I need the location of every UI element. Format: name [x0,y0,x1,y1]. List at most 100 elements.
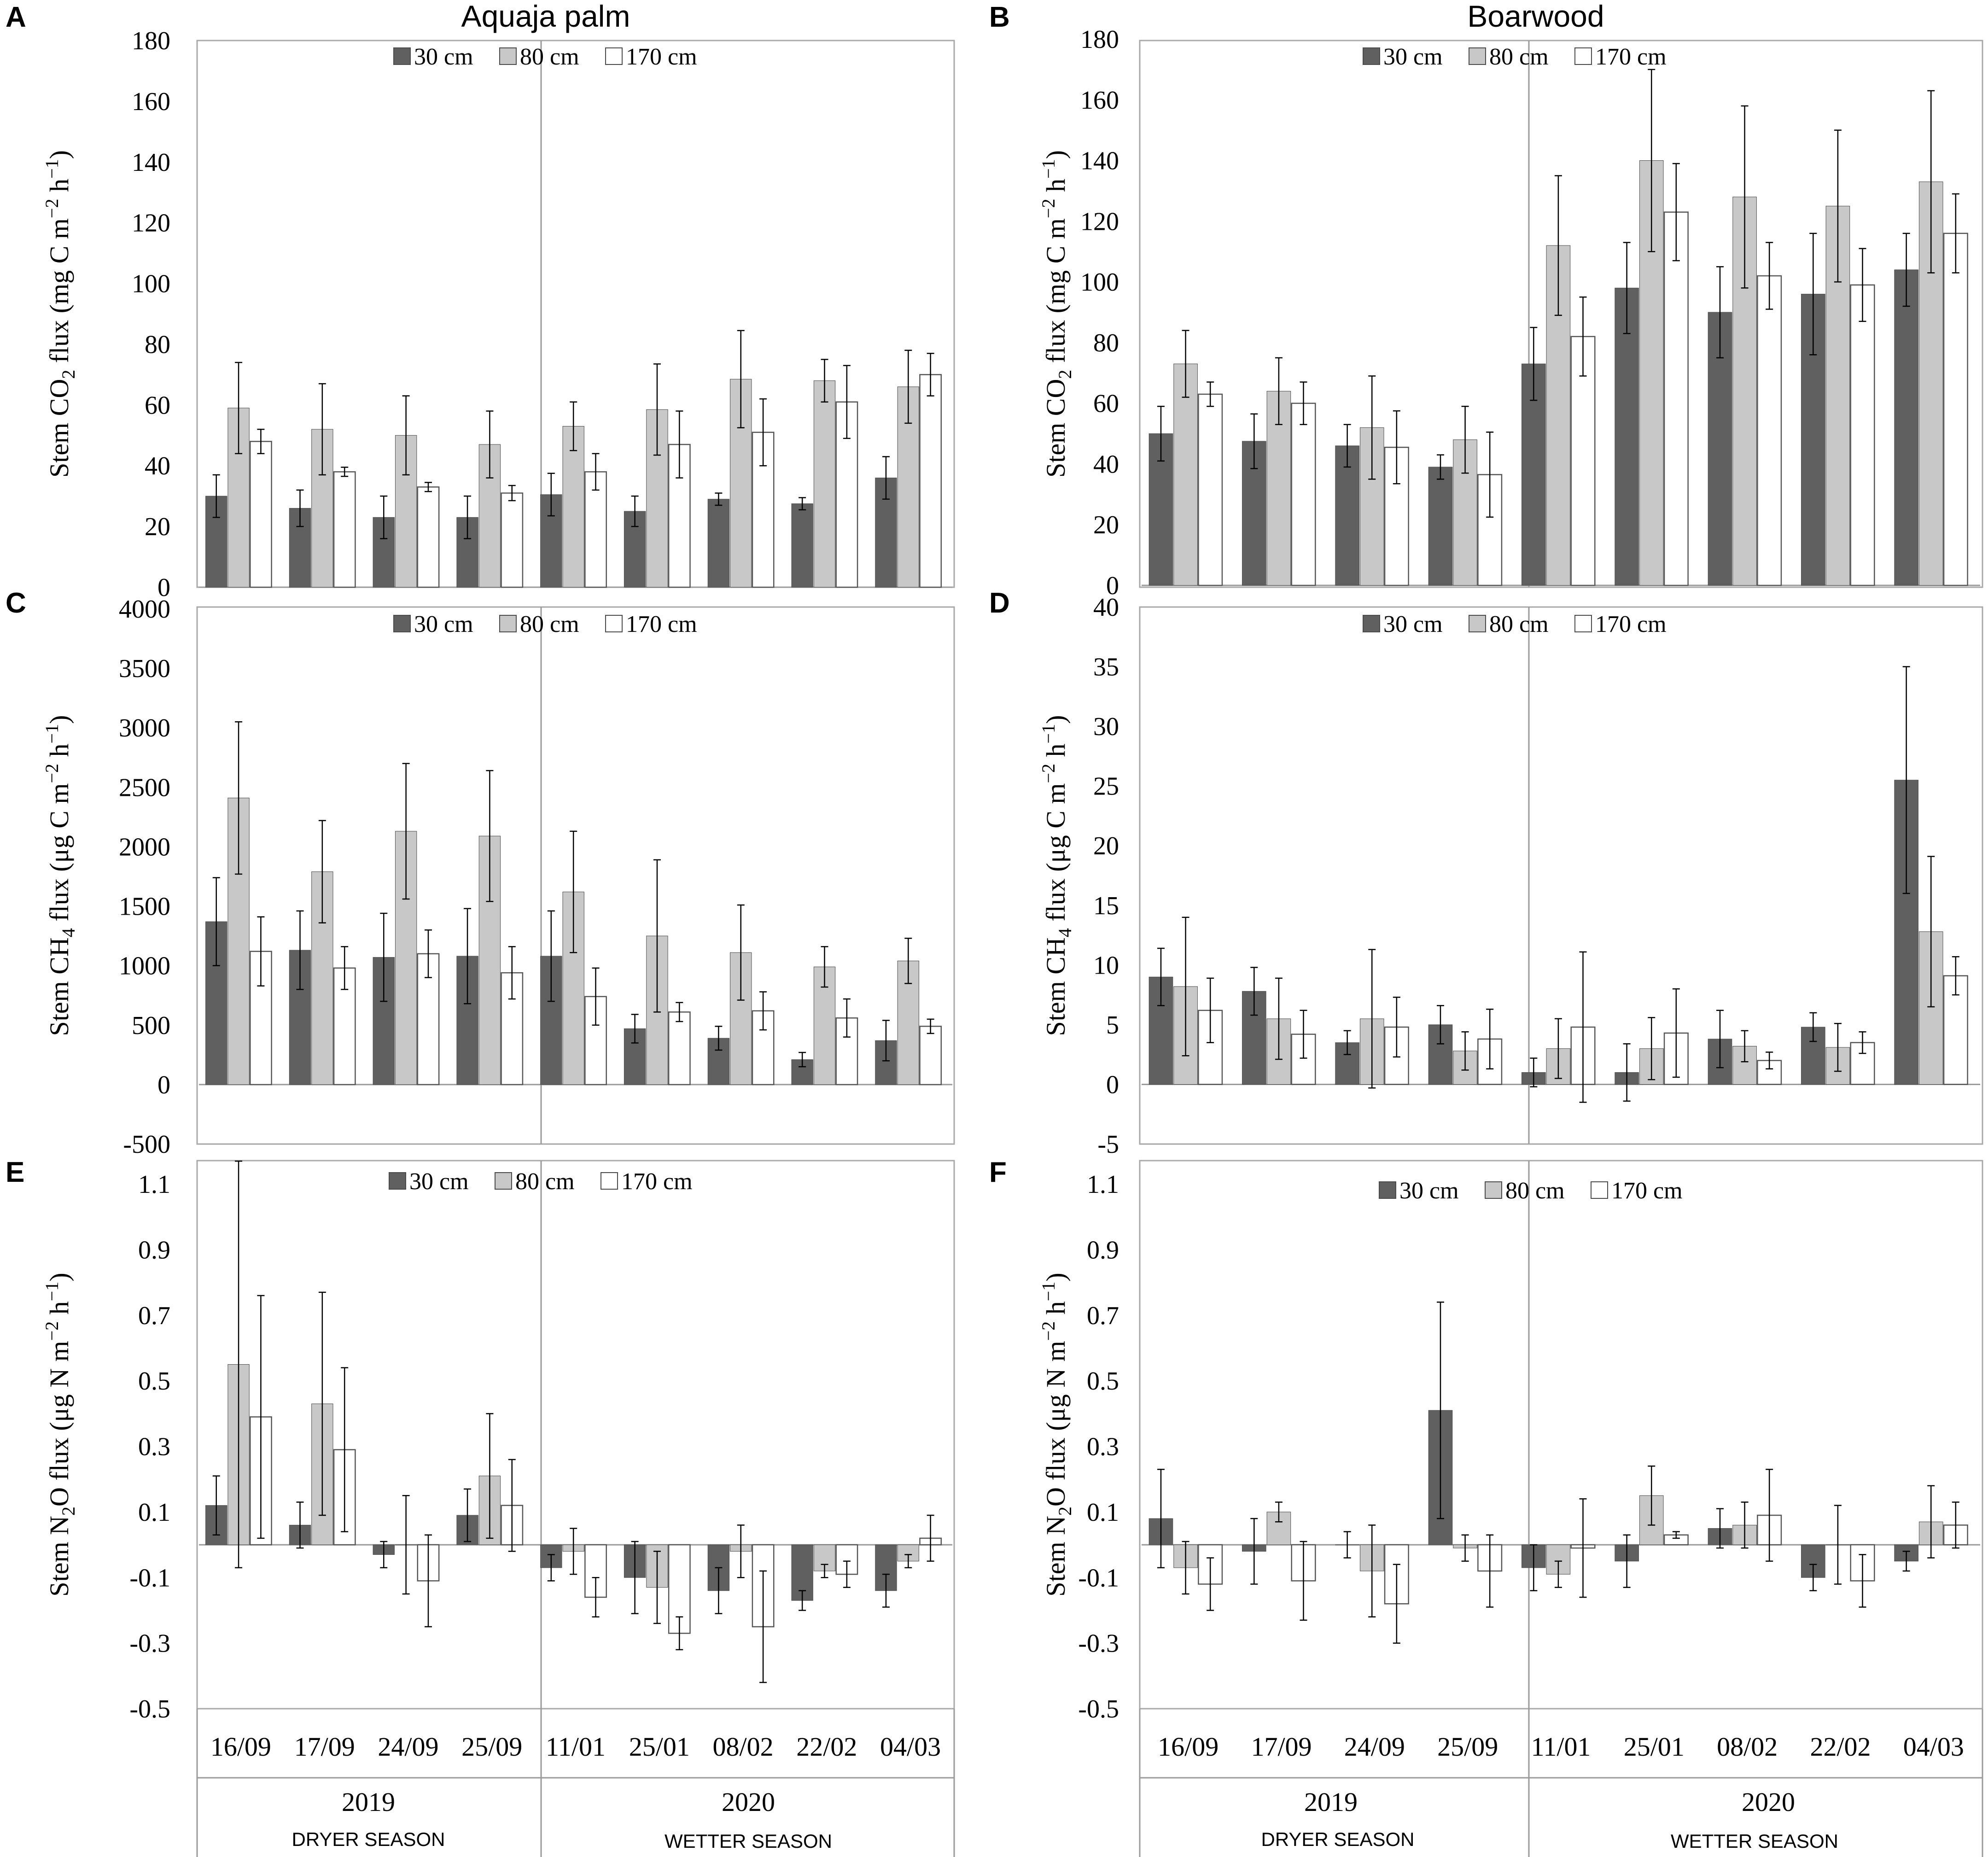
y-axis-label-part: −1 [41,159,62,179]
panel-C: C -500 0 500 1000 1500 2000 2500 3000 3500 4000 Ste… [6,587,955,1159]
y-axis-label-part: ) [1041,150,1071,159]
panel-frame-B [1139,40,1983,588]
legend-label-D: 170 cm [1595,611,1667,637]
x-tick-label: 22/02 [1810,1732,1871,1762]
x-tick-label: 17/09 [294,1732,355,1762]
panel-letter-B: B [989,1,1010,33]
y-tick-label-C: 3000 [119,714,170,742]
y-tick-label-D: 25 [1093,772,1119,801]
y-tick-label-C: 1500 [119,893,170,921]
y-axis-label-part: 2 [58,1507,79,1516]
y-tick-label-D: 40 [1093,593,1119,622]
x-tick-label: 16/09 [1158,1732,1218,1762]
y-tick-label-F: 1.1 [1087,1170,1119,1199]
y-tick-label-C: 2000 [119,833,170,861]
legend-swatch-F [1591,1181,1608,1199]
y-tick-label-C: 500 [132,1011,170,1040]
year-label-2019-right: 2019 [1304,1787,1358,1817]
column-title-boarwood: Boarwood [1467,0,1604,33]
legend-swatch-D [1469,615,1486,632]
legend-swatch-F [1379,1181,1396,1199]
y-axis-label-part: flux (mg C m [44,218,74,370]
y-tick-label-A: 160 [132,88,170,116]
y-axis-label-part: h [44,179,74,199]
y-axis-label-part: Stem CO [1041,379,1071,478]
y-axis-label-part: Stem CO [44,379,74,478]
y-tick-label-B: 100 [1080,268,1119,297]
y-tick-label-B: 120 [1080,207,1119,236]
y-axis-label-part: ) [44,150,74,159]
y-axis-label-part: Stem N [44,1516,74,1597]
y-tick-label-B: 180 [1080,25,1119,54]
y-tick-label-E: 1.1 [138,1170,170,1199]
bar-B-30cm-8 [1894,269,1918,586]
panel-F: F -0.5 -0.3 -0.1 0.1 0.3 0.5 0.7 0.9 1.1 Stem N2O … [989,1156,1983,1723]
legend-label-B: 170 cm [1595,44,1667,70]
bar-B-170cm-2 [1384,446,1409,586]
bar-A-30cm-7 [791,503,813,588]
y-axis-label-part: 2 [58,370,79,379]
legend-label-D: 80 cm [1489,611,1549,637]
y-tick-label-A: 20 [145,513,170,541]
y-tick-label-F: -0.1 [1078,1564,1119,1592]
legend-label-E: 80 cm [515,1168,575,1195]
legend-label-A: 80 cm [520,44,579,70]
legend-label-C: 80 cm [520,611,579,637]
y-tick-label-D: 15 [1093,892,1119,920]
y-tick-label-B: 0 [1106,572,1119,600]
season-label-wetter-left: WETTER SEASON [665,1830,832,1852]
y-axis-label-part: Stem N [1041,1516,1071,1597]
y-axis-label-part: ) [1041,715,1071,724]
y-axis-label-A: Stem CO2 flux (mg C m−2 h−1) [41,150,79,478]
y-axis-label-part: −2 [41,1321,62,1341]
x-tick-label: 25/09 [461,1732,522,1762]
panel-A: A 0 20 40 60 80 100 120 140 160 180 Stem CO2 flux (… [6,1,955,602]
y-tick-label-E: -0.5 [129,1695,170,1723]
y-axis-label-part: Stem CH [44,937,74,1036]
legend-swatch-C [605,615,623,632]
y-tick-label-D: -5 [1097,1130,1119,1159]
x-tick-label: 08/02 [712,1732,773,1762]
bar-A-30cm-5 [624,511,646,588]
legend-swatch-B [1574,47,1592,65]
legend-label-C: 30 cm [414,611,473,637]
y-axis-label-part: h [44,1301,74,1321]
y-axis-label-part: −1 [1038,159,1059,179]
y-tick-label-F: 0.7 [1087,1302,1119,1330]
bar-B-170cm-3 [1477,474,1503,586]
bar-A-80cm-4 [562,426,584,588]
x-tick-label: 08/02 [1717,1732,1778,1762]
legend-label-F: 80 cm [1505,1178,1565,1204]
y-axis-label-part: ) [1041,1273,1071,1281]
y-tick-label-F: 0.3 [1087,1433,1119,1461]
y-tick-label-F: -0.3 [1078,1629,1119,1658]
y-axis-label-part: O flux (μg N m [44,1341,74,1507]
y-axis-label-part: 2 [1055,1507,1075,1516]
y-tick-label-A: 120 [132,209,170,238]
y-axis-label-part: ) [44,1273,74,1281]
y-tick-label-F: 0.9 [1087,1236,1119,1264]
y-axis-label-part: −1 [41,1282,62,1302]
x-tick-label: 25/01 [1624,1732,1685,1762]
y-tick-label-D: 5 [1106,1011,1119,1039]
y-axis-label-F: Stem N2O flux (μg N m−2 h−1) [1038,1273,1075,1596]
y-tick-label-E: 0.1 [138,1498,170,1527]
bar-A-170cm-8 [919,374,942,588]
legend-swatch-E [495,1172,512,1190]
y-tick-label-E: 0.7 [138,1302,170,1330]
season-label-wetter-right: WETTER SEASON [1671,1830,1838,1852]
y-tick-label-F: 0.5 [1087,1367,1119,1396]
bar-B-170cm-0 [1198,393,1223,586]
y-tick-label-B: 40 [1093,450,1119,479]
bar-C-170cm-3 [501,972,524,1086]
bar-B-170cm-1 [1291,403,1316,586]
y-axis-label-part: −2 [1038,199,1059,218]
legend-swatch-C [499,615,517,632]
x-axis-left: 16/09 17/09 24/09 25/09 11/01 25/01 08/02 22/02… [196,1709,955,1857]
y-tick-label-E: 0.5 [138,1367,170,1396]
x-tick-label: 04/03 [880,1732,941,1762]
y-tick-label-E: -0.3 [129,1629,170,1658]
y-axis-label-part: ) [44,715,74,724]
